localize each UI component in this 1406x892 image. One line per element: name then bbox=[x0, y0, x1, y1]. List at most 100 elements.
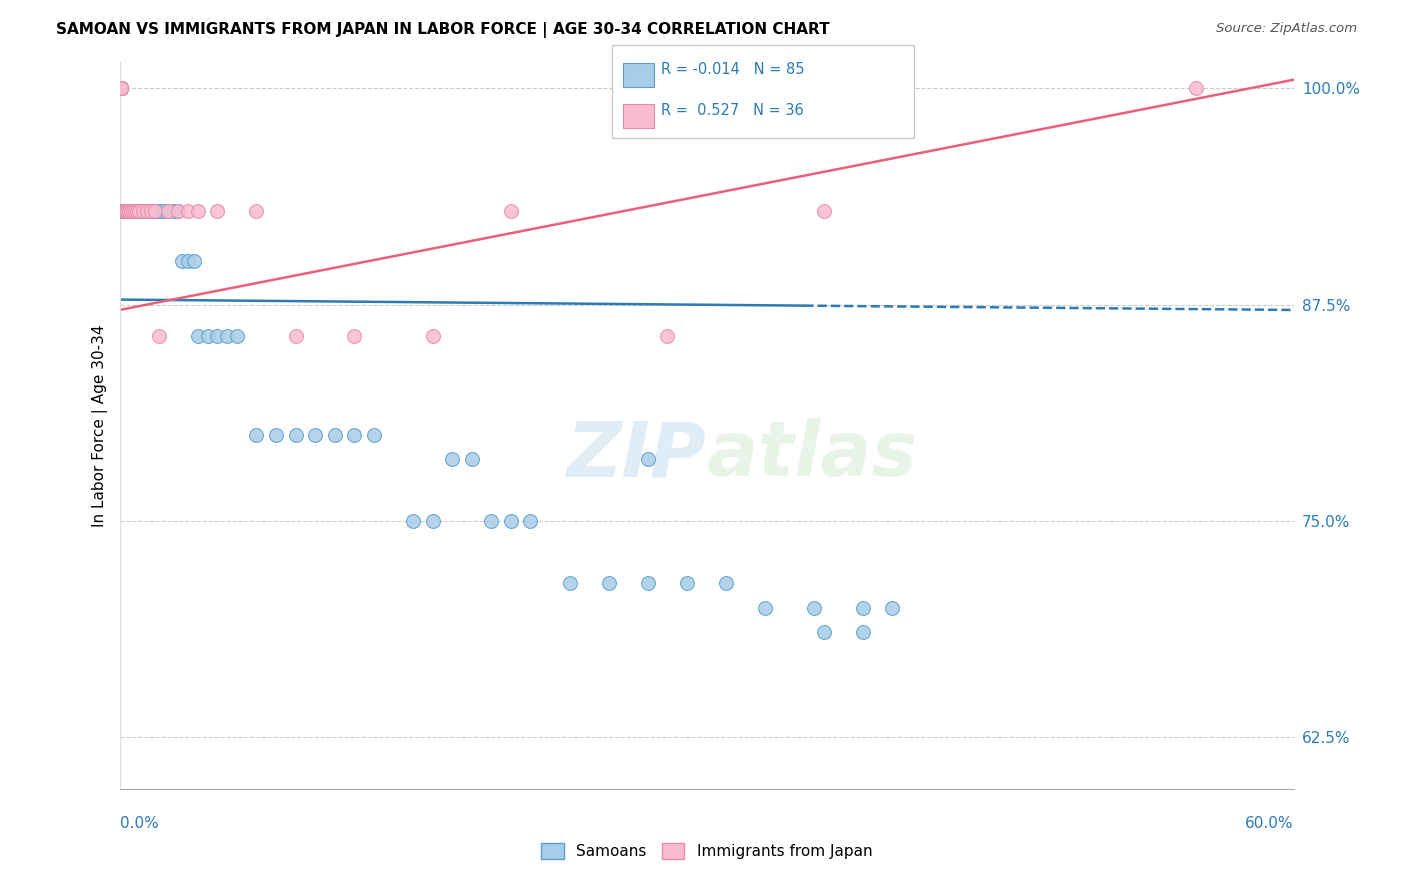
Text: 0.0%: 0.0% bbox=[120, 816, 159, 831]
Point bbox=[402, 514, 425, 528]
Point bbox=[122, 204, 145, 219]
Point bbox=[148, 204, 170, 219]
Point bbox=[110, 204, 132, 219]
Point bbox=[118, 204, 141, 219]
Text: ZIP: ZIP bbox=[567, 418, 707, 492]
Point bbox=[112, 204, 135, 219]
Point bbox=[110, 204, 132, 219]
Point bbox=[110, 81, 132, 95]
Point bbox=[598, 576, 620, 591]
Point bbox=[519, 514, 541, 528]
Point bbox=[122, 204, 145, 219]
Point bbox=[128, 204, 150, 219]
Point bbox=[135, 204, 157, 219]
Point bbox=[177, 254, 200, 268]
Point bbox=[637, 576, 659, 591]
Point bbox=[128, 204, 150, 219]
Point bbox=[127, 204, 149, 219]
Point bbox=[148, 329, 170, 343]
Point bbox=[183, 254, 205, 268]
Point bbox=[112, 204, 135, 219]
Point bbox=[245, 204, 267, 219]
Point bbox=[120, 204, 142, 219]
Point bbox=[217, 329, 239, 343]
Point bbox=[304, 427, 326, 442]
Point bbox=[245, 427, 267, 442]
Point bbox=[157, 204, 180, 219]
Point bbox=[882, 600, 904, 615]
Point bbox=[167, 204, 190, 219]
Point bbox=[676, 576, 699, 591]
Point bbox=[114, 204, 136, 219]
Point bbox=[558, 576, 581, 591]
Point bbox=[343, 427, 366, 442]
Point bbox=[323, 427, 346, 442]
Point bbox=[264, 427, 287, 442]
Point bbox=[112, 204, 135, 219]
Point bbox=[110, 81, 132, 95]
Point bbox=[124, 204, 146, 219]
Point bbox=[110, 81, 132, 95]
Legend: Samoans, Immigrants from Japan: Samoans, Immigrants from Japan bbox=[534, 838, 879, 865]
Y-axis label: In Labor Force | Age 30-34: In Labor Force | Age 30-34 bbox=[93, 325, 108, 527]
Point bbox=[114, 204, 136, 219]
Point bbox=[207, 329, 229, 343]
Point bbox=[112, 204, 135, 219]
Point bbox=[129, 204, 152, 219]
Point bbox=[117, 204, 139, 219]
Text: atlas: atlas bbox=[707, 418, 918, 492]
Point bbox=[225, 329, 249, 343]
Point bbox=[110, 81, 132, 95]
Point bbox=[118, 204, 141, 219]
Point bbox=[127, 204, 149, 219]
Point bbox=[124, 204, 146, 219]
Point bbox=[110, 81, 132, 95]
Point bbox=[122, 204, 145, 219]
Point bbox=[135, 204, 157, 219]
Point bbox=[120, 204, 142, 219]
Point bbox=[422, 329, 444, 343]
Point bbox=[112, 204, 135, 219]
Point bbox=[187, 204, 209, 219]
Point bbox=[714, 576, 737, 591]
Point bbox=[132, 204, 155, 219]
Point bbox=[112, 204, 135, 219]
Point bbox=[657, 329, 679, 343]
Text: R =  0.527   N = 36: R = 0.527 N = 36 bbox=[661, 103, 804, 119]
Point bbox=[284, 329, 307, 343]
Point bbox=[110, 81, 132, 95]
Point bbox=[460, 451, 484, 466]
Point bbox=[343, 329, 366, 343]
Text: SAMOAN VS IMMIGRANTS FROM JAPAN IN LABOR FORCE | AGE 30-34 CORRELATION CHART: SAMOAN VS IMMIGRANTS FROM JAPAN IN LABOR… bbox=[56, 22, 830, 38]
Point bbox=[118, 204, 141, 219]
Point bbox=[114, 204, 136, 219]
Point bbox=[754, 600, 776, 615]
Point bbox=[124, 204, 146, 219]
Point bbox=[422, 514, 444, 528]
Point bbox=[110, 81, 132, 95]
Point bbox=[110, 81, 132, 95]
Point bbox=[110, 81, 132, 95]
Point bbox=[134, 204, 156, 219]
Point bbox=[207, 204, 229, 219]
Point bbox=[143, 204, 166, 219]
Point bbox=[112, 204, 135, 219]
Point bbox=[139, 204, 162, 219]
Point bbox=[110, 81, 132, 95]
Point bbox=[138, 204, 160, 219]
Point bbox=[117, 204, 139, 219]
Point bbox=[112, 204, 135, 219]
Point bbox=[120, 204, 142, 219]
Point bbox=[852, 624, 875, 639]
Point bbox=[499, 204, 522, 219]
Point bbox=[813, 624, 835, 639]
Point bbox=[1184, 81, 1206, 95]
Text: Source: ZipAtlas.com: Source: ZipAtlas.com bbox=[1216, 22, 1357, 36]
Point bbox=[479, 514, 502, 528]
Point bbox=[112, 204, 135, 219]
Point bbox=[117, 204, 139, 219]
Point bbox=[142, 204, 165, 219]
Text: 60.0%: 60.0% bbox=[1246, 816, 1294, 831]
Point bbox=[197, 329, 219, 343]
Point bbox=[110, 204, 132, 219]
